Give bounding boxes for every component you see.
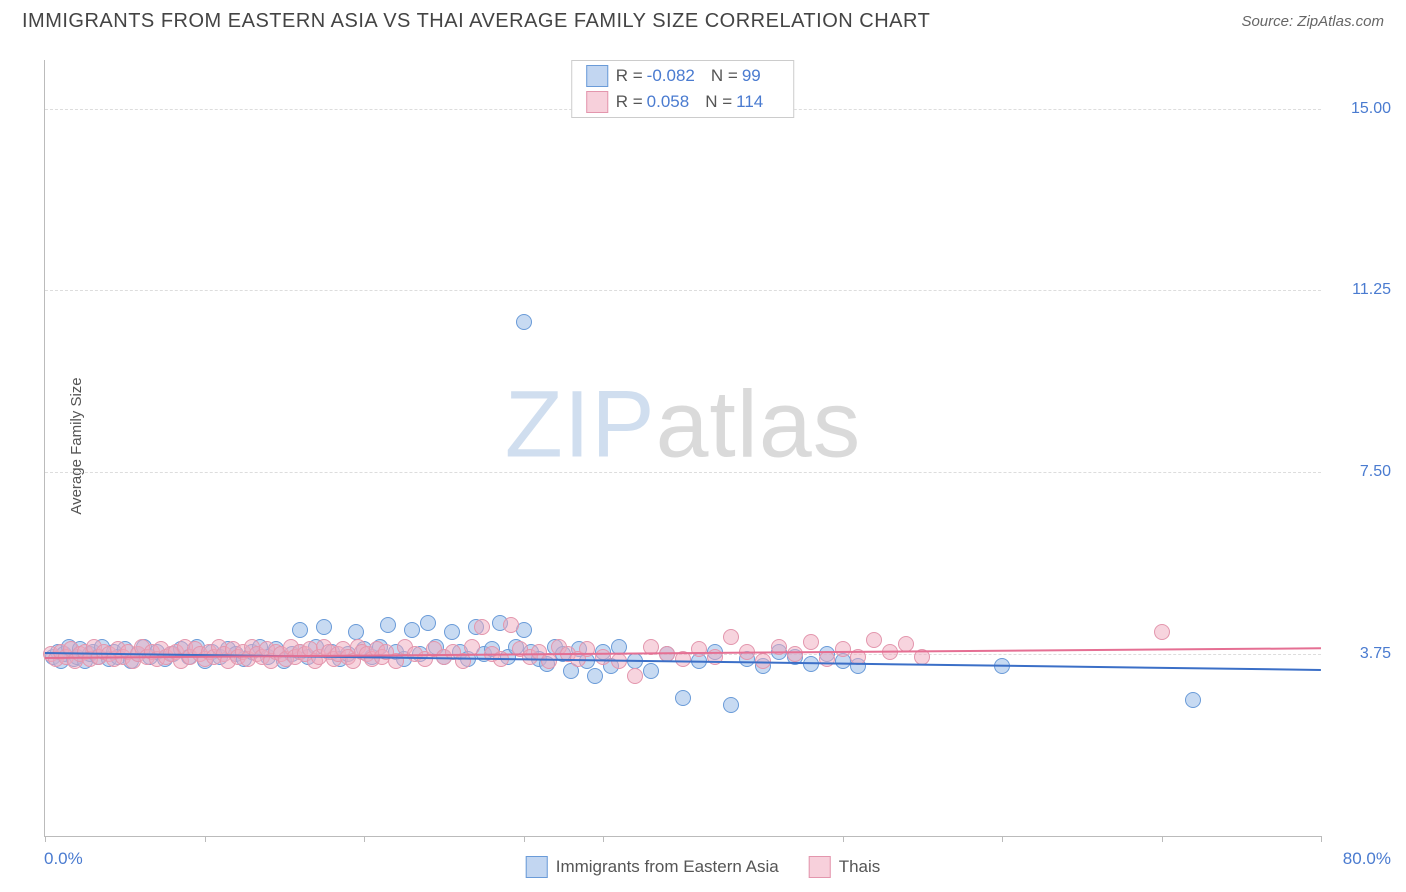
- x-tick: [843, 836, 844, 842]
- x-tick: [1321, 836, 1322, 842]
- scatter-point: [787, 646, 803, 662]
- legend-swatch: [809, 856, 831, 878]
- scatter-point: [643, 663, 659, 679]
- legend-swatch: [586, 91, 608, 113]
- watermark-atlas: atlas: [656, 371, 862, 477]
- plot-wrap: ZIPatlas 3.757.5011.2515.00 0.0% 80.0% R…: [44, 60, 1321, 837]
- scatter-point: [723, 697, 739, 713]
- scatter-point: [723, 629, 739, 645]
- grid-line: [45, 472, 1321, 473]
- scatter-point: [691, 641, 707, 657]
- scatter-point: [404, 622, 420, 638]
- scatter-point: [316, 619, 332, 635]
- y-tick-label: 15.00: [1331, 100, 1391, 118]
- scatter-point: [503, 617, 519, 633]
- source-label: Source: ZipAtlas.com: [1241, 13, 1384, 30]
- scatter-point: [474, 619, 490, 635]
- x-tick: [205, 836, 206, 842]
- y-tick-label: 7.50: [1331, 463, 1391, 481]
- x-tick: [524, 836, 525, 842]
- x-tick: [603, 836, 604, 842]
- x-max-label: 80.0%: [1343, 849, 1391, 869]
- scatter-point: [420, 615, 436, 631]
- legend-row: R =0.058N =114: [572, 89, 794, 115]
- watermark-zip: ZIP: [505, 371, 656, 477]
- legend-label: Thais: [839, 857, 881, 877]
- scatter-point: [595, 649, 611, 665]
- scatter-point: [516, 314, 532, 330]
- legend-bottom: Immigrants from Eastern Asia Thais: [526, 856, 881, 878]
- legend-label: Immigrants from Eastern Asia: [556, 857, 779, 877]
- chart-title: IMMIGRANTS FROM EASTERN ASIA VS THAI AVE…: [22, 10, 930, 33]
- scatter-point: [541, 653, 557, 669]
- legend-swatch: [586, 65, 608, 87]
- scatter-point: [803, 634, 819, 650]
- legend-swatch: [526, 856, 548, 878]
- scatter-point: [675, 690, 691, 706]
- scatter-point: [444, 624, 460, 640]
- scatter-point: [835, 641, 851, 657]
- x-tick: [1002, 836, 1003, 842]
- scatter-point: [866, 632, 882, 648]
- watermark: ZIPatlas: [505, 370, 861, 479]
- legend-top: R =-0.082N =99 R =0.058N =114: [571, 60, 795, 118]
- y-tick-label: 11.25: [1331, 281, 1391, 299]
- legend-row: R =-0.082N =99: [572, 63, 794, 89]
- scatter-point: [819, 651, 835, 667]
- legend-item: Thais: [809, 856, 881, 878]
- scatter-point: [464, 639, 480, 655]
- scatter-point: [292, 622, 308, 638]
- x-tick: [45, 836, 46, 842]
- legend-item: Immigrants from Eastern Asia: [526, 856, 779, 878]
- legend-text: R =-0.082N =99: [616, 66, 777, 86]
- scatter-point: [380, 617, 396, 633]
- x-tick: [1162, 836, 1163, 842]
- scatter-point: [1185, 692, 1201, 708]
- x-min-label: 0.0%: [44, 849, 83, 869]
- y-tick-label: 3.75: [1331, 645, 1391, 663]
- x-tick: [364, 836, 365, 842]
- legend-text: R =0.058N =114: [616, 92, 780, 112]
- scatter-point: [587, 668, 603, 684]
- scatter-point: [1154, 624, 1170, 640]
- plot-area: ZIPatlas 3.757.5011.2515.00: [44, 60, 1321, 837]
- grid-line: [45, 290, 1321, 291]
- scatter-point: [627, 668, 643, 684]
